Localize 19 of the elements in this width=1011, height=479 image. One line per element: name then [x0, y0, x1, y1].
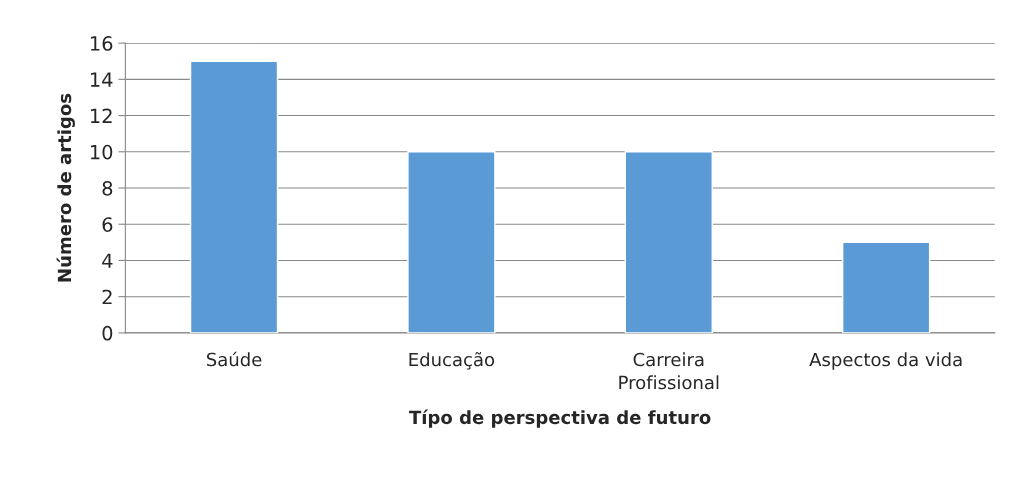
- y-tick-label: 8: [102, 180, 113, 196]
- y-tick-label: 6: [102, 217, 113, 232]
- y-tick-label: 4: [102, 253, 113, 268]
- x-tick-label: Saúde: [206, 351, 262, 367]
- bar: [189, 60, 279, 333]
- x-tick-label: Carreira Profissional: [619, 352, 719, 390]
- x-axis-title: Típo de perspectiva de futuro: [409, 409, 711, 428]
- bar: [624, 151, 713, 333]
- x-tick-label: Aspectos da vida: [809, 352, 962, 370]
- y-tick-label: 2: [102, 289, 112, 305]
- y-tick-label: 14: [90, 72, 113, 87]
- bar: [841, 241, 931, 333]
- bar: [407, 151, 496, 333]
- y-tick-label: 0: [102, 325, 113, 341]
- y-tick-label: 12: [90, 108, 112, 123]
- y-tick-label: 16: [90, 36, 113, 51]
- y-tick-label: 10: [90, 144, 113, 160]
- y-axis-title: Número de artigos: [56, 93, 75, 282]
- x-tick-label: Educação: [409, 352, 495, 370]
